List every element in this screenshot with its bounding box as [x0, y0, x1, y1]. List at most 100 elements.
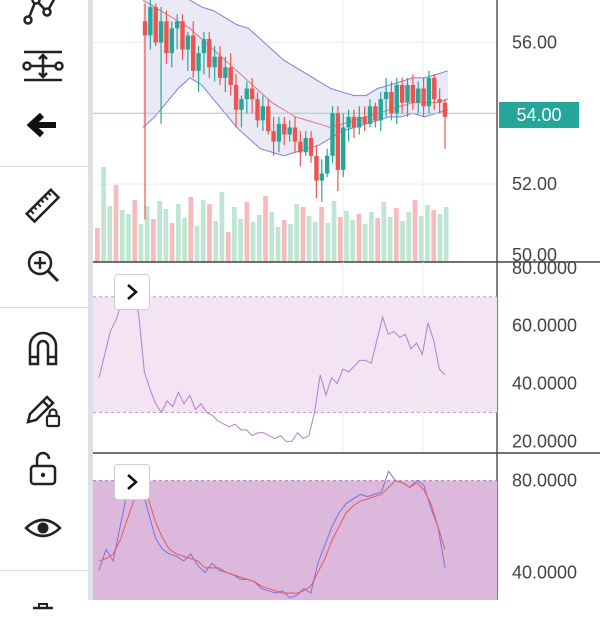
candle-body: [271, 131, 276, 142]
volume-bar: [369, 212, 374, 262]
stochastic-k-line: [98, 470, 446, 599]
pattern-nodes-icon: [23, 0, 56, 25]
volume-bar: [350, 220, 356, 262]
candle-body: [437, 99, 442, 103]
candle-body: [196, 53, 201, 71]
candle-body: [158, 21, 164, 43]
arrow-left-icon: [26, 112, 56, 138]
candle-body: [432, 77, 437, 100]
volume-bar: [107, 206, 113, 262]
candle-body: [260, 106, 266, 121]
candle-body: [142, 21, 148, 36]
candle-body: [330, 113, 335, 156]
volume-bar: [95, 228, 100, 262]
volume-bar: [437, 214, 443, 262]
volume-bar: [219, 192, 225, 262]
candle-body: [410, 84, 416, 103]
volume-bar: [412, 200, 418, 262]
volume-bar: [200, 200, 206, 262]
candle-body: [169, 28, 174, 54]
candle-body: [233, 84, 239, 110]
pencil-lock-icon: [26, 395, 61, 428]
volume-bar: [312, 222, 318, 262]
candle-body: [378, 99, 383, 121]
volume-bar: [288, 224, 293, 262]
volume-bar: [225, 232, 231, 262]
candle-body: [287, 127, 292, 135]
toolbar-separator: [0, 570, 88, 571]
fib-levels-tool[interactable]: [18, 44, 68, 88]
volume-bar: [144, 206, 150, 262]
candle-body: [153, 7, 158, 43]
candle-body: [367, 106, 373, 124]
visibility-tool[interactable]: [18, 506, 68, 550]
volume-bar: [443, 207, 449, 262]
candle-body: [335, 113, 341, 170]
rsi-expand-button[interactable]: [114, 274, 150, 310]
chevron-right-icon: [127, 474, 138, 490]
volume-bar: [294, 204, 300, 262]
candle-body: [255, 99, 260, 121]
volume-bar: [126, 214, 131, 262]
volume-bar: [163, 209, 169, 262]
candle-body: [351, 116, 357, 128]
stochastic-band-fill: [93, 480, 497, 600]
volume-bar: [151, 219, 156, 262]
candle-body: [346, 116, 351, 128]
unlock-icon: [29, 451, 57, 486]
volume-bar: [244, 202, 250, 262]
candle-body: [298, 141, 303, 153]
volume-bar: [418, 216, 424, 262]
trash-icon: [33, 603, 53, 610]
volume-bar: [182, 218, 187, 262]
toolbar-separator: [0, 166, 88, 167]
toolbar-separator: [0, 307, 88, 308]
volume-bar: [337, 217, 343, 262]
stochastic-expand-button[interactable]: [114, 464, 150, 500]
candle-body: [394, 84, 399, 114]
zoom-tool[interactable]: [18, 244, 68, 288]
candle-body: [282, 123, 287, 135]
chart-area[interactable]: 56.00 52.00 50.00 80.0000 60.0000 40.0000 20.0…: [93, 0, 600, 600]
candle-body: [201, 38, 207, 54]
stochastic-d-line: [98, 479, 446, 594]
candle-body: [373, 106, 378, 121]
candle-body: [174, 21, 180, 29]
back-tool[interactable]: [18, 103, 68, 147]
volume-bar: [431, 210, 437, 262]
candle-body: [319, 173, 324, 181]
volume-bar: [250, 222, 256, 262]
volume-bar: [194, 226, 200, 262]
candle-body: [191, 35, 196, 71]
trash-tool[interactable]: [18, 584, 68, 628]
volume-bar: [256, 215, 262, 262]
drawing-tool[interactable]: [18, 0, 68, 32]
current-price-badge: 54.00: [499, 102, 579, 128]
candle-body: [416, 88, 421, 103]
lock-drawings-tool[interactable]: [18, 386, 68, 430]
magnet-icon: [28, 331, 58, 366]
eye-icon: [24, 518, 62, 538]
volume-bar: [263, 196, 268, 262]
chart-canvas[interactable]: 56.0052.0050.0080.000060.000040.000020.0…: [93, 0, 600, 600]
rsi-tick-label: 80.0000: [512, 258, 577, 278]
candle-body: [442, 102, 448, 117]
candle-body: [207, 38, 212, 68]
volume-bar: [319, 207, 324, 262]
volume-bar: [175, 204, 181, 262]
volume-bar: [157, 201, 163, 262]
magnet-tool[interactable]: [18, 326, 68, 370]
candle-body: [249, 88, 255, 100]
rsi-tick-label: 20.0000: [512, 431, 577, 451]
lock-all-tool[interactable]: [18, 446, 68, 490]
rsi-line: [98, 290, 446, 442]
volume-bar: [325, 223, 331, 262]
toolbar-divider: [88, 0, 93, 600]
candle-body: [239, 99, 244, 110]
volume-bar: [275, 227, 281, 262]
candle-body: [362, 116, 367, 124]
candle-body: [426, 77, 432, 107]
candle-body: [303, 138, 308, 153]
candle-body: [341, 127, 346, 170]
measure-tool[interactable]: [18, 184, 68, 228]
